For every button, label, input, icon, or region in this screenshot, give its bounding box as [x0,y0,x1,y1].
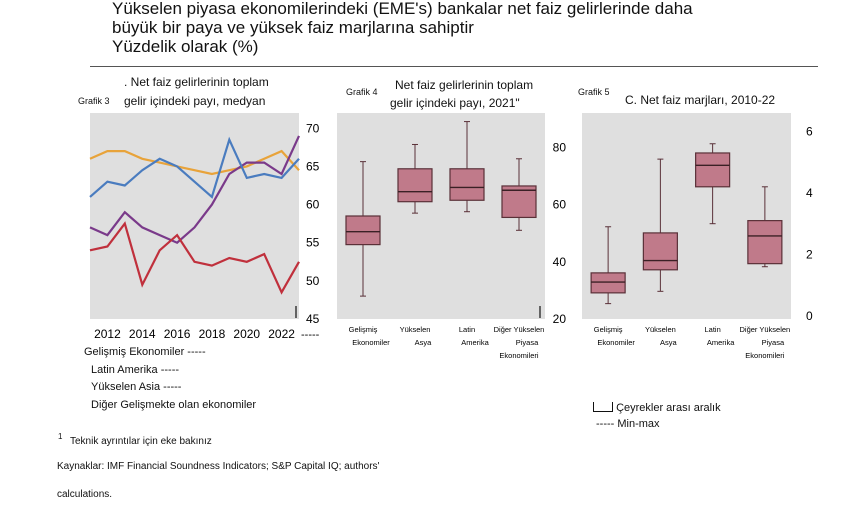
panel5-box-2 [695,152,731,188]
panel4-category-label-2-0: Latin [459,325,475,334]
panel3-ytick-4: 65 [306,159,320,173]
panel5-box-0 [590,272,626,294]
panel4-box-3 [501,185,537,219]
panel3-ytick-2: 55 [306,236,320,250]
panel4-chart: Gelişmiş Ekonomiler Yükselen Asya Latin Ameri… [345,121,567,360]
panel3-xtick-4: 2020 [233,327,260,341]
panel4-label: Grafik 4 [346,87,378,97]
panel4-category-label-2-1: Amerika [461,338,489,347]
panel5-box-3 [747,220,783,265]
legend-iqr: Çeyrekler arası aralık [593,402,721,414]
panel3-plot-area [90,113,299,319]
panel4-category-label-1-0: Yükselen [400,325,431,334]
header-line-1: Yükselen piyasa ekonomilerindeki (EME's)… [112,0,693,18]
panel3-ytick-3: 60 [306,198,320,212]
panel4-category-label-3-0: Diğer Yükselen [494,325,545,334]
panel5-category-label-1-1: Asya [660,338,678,347]
panel4-ytick-2: 60 [553,198,567,212]
series-line-2 [89,136,300,199]
panel4-category-label-3-1: Piyasa [516,338,539,347]
iqr-swatch-icon [593,402,613,412]
panel5-category-label-0-0: Gelişmiş [594,325,623,334]
panel5-label: Grafik 5 [578,87,610,97]
panel5-ytick-3: 6 [806,124,813,138]
legend-ae-label: Gelişmiş Ekonomiler ----- [84,346,206,358]
panel3-title-1: . Net faiz gelirlerinin toplam [124,75,269,89]
panel4-ytick-3: 80 [553,140,567,154]
panel3-title-2: gelir içindeki payı, medyan [124,94,266,108]
legend-asia: Yükselen Asia ----- [91,381,182,393]
panel5-box-1 [642,232,678,271]
panel5-ytick-2: 4 [806,186,813,200]
legend-other: Diğer Gelişmekte olan ekonomiler [91,399,257,411]
panel4-category-label-1-1: Asya [415,338,433,347]
series-line-1 [89,135,301,244]
legend-minmax: ----- Min-max [596,418,660,430]
panel4-box-1 [397,168,433,203]
panel5-category-label-0-1: Ekonomiler [597,338,635,347]
panel4-title-1: Net faiz gelirlerinin toplam [395,78,534,92]
panel5-category-label-2-0: Latin [704,325,720,334]
footnote-note: Teknik ayrıntılar için eke bakınız [70,436,212,447]
footnote-mark: 1 [58,432,63,441]
footnote-sources: Kaynaklar: IMF Financial Soundness Indic… [57,461,380,472]
panel5-category-label-3-1: Piyasa [762,338,785,347]
panel5-ytick-0: 0 [806,309,813,323]
series-line-0 [89,149,300,176]
panel5-category-label-3-0: Diğer Yükselen [740,325,791,334]
panel4-box-0 [345,215,381,246]
header-rule [90,66,818,67]
panel5-category-label-3-2: Ekonomileri [745,351,785,360]
panel3-chart: 45 50 55 60 65 70 2012 2014 2016 2018 2020 2022 ----… [89,121,320,341]
panel5-title: C. Net faiz marjları, 2010-22 [625,93,776,107]
panel5-category-label-2-1: Amerika [707,338,735,347]
panel3-xtick-3: 2018 [199,327,226,341]
panel3-label: Grafik 3 [78,96,110,106]
legend-ae: Gelişmiş Ekonomiler ----- [84,346,206,358]
panel3-ytick-0: 45 [306,312,320,326]
panel3-ytick-1: 50 [306,274,320,288]
panel5-chart: Gelişmiş Ekonomiler Yükselen Asya Latin Ameri… [590,124,813,360]
panel4-category-label-0-0: Gelişmiş [349,325,378,334]
footnote-sources-2: calculations. [57,489,113,500]
panel3-xtick-1: 2014 [129,327,156,341]
panel3-xtick-suffix: ----- [301,329,320,341]
panel4-box-2 [449,168,485,201]
panel3-xtick-2: 2016 [164,327,191,341]
panel4-ytick-1: 40 [553,255,567,269]
header-line-2: büyük bir paya ve yüksek faiz marjlarına… [112,18,474,37]
panel3-xtick-0: 2012 [94,327,121,341]
legend-latam: Latin Amerika ----- [91,364,180,376]
panel5-category-label-1-0: Yükselen [645,325,676,334]
legend-iqr-label: Çeyrekler arası aralık [616,402,721,414]
panel4-category-label-0-1: Ekonomiler [352,338,390,347]
panel3-ytick-5: 70 [306,121,320,135]
panel4-category-label-3-2: Ekonomileri [499,351,539,360]
panel4-title-2: gelir içindeki payı, 2021" [390,96,520,110]
header-line-3: Yüzdelik olarak (%) [112,37,259,56]
panel3-xtick-5: 2022 [268,327,295,341]
panel4-ytick-0: 20 [553,312,567,326]
series-line-3 [89,221,300,295]
panel5-ytick-1: 2 [806,247,813,261]
